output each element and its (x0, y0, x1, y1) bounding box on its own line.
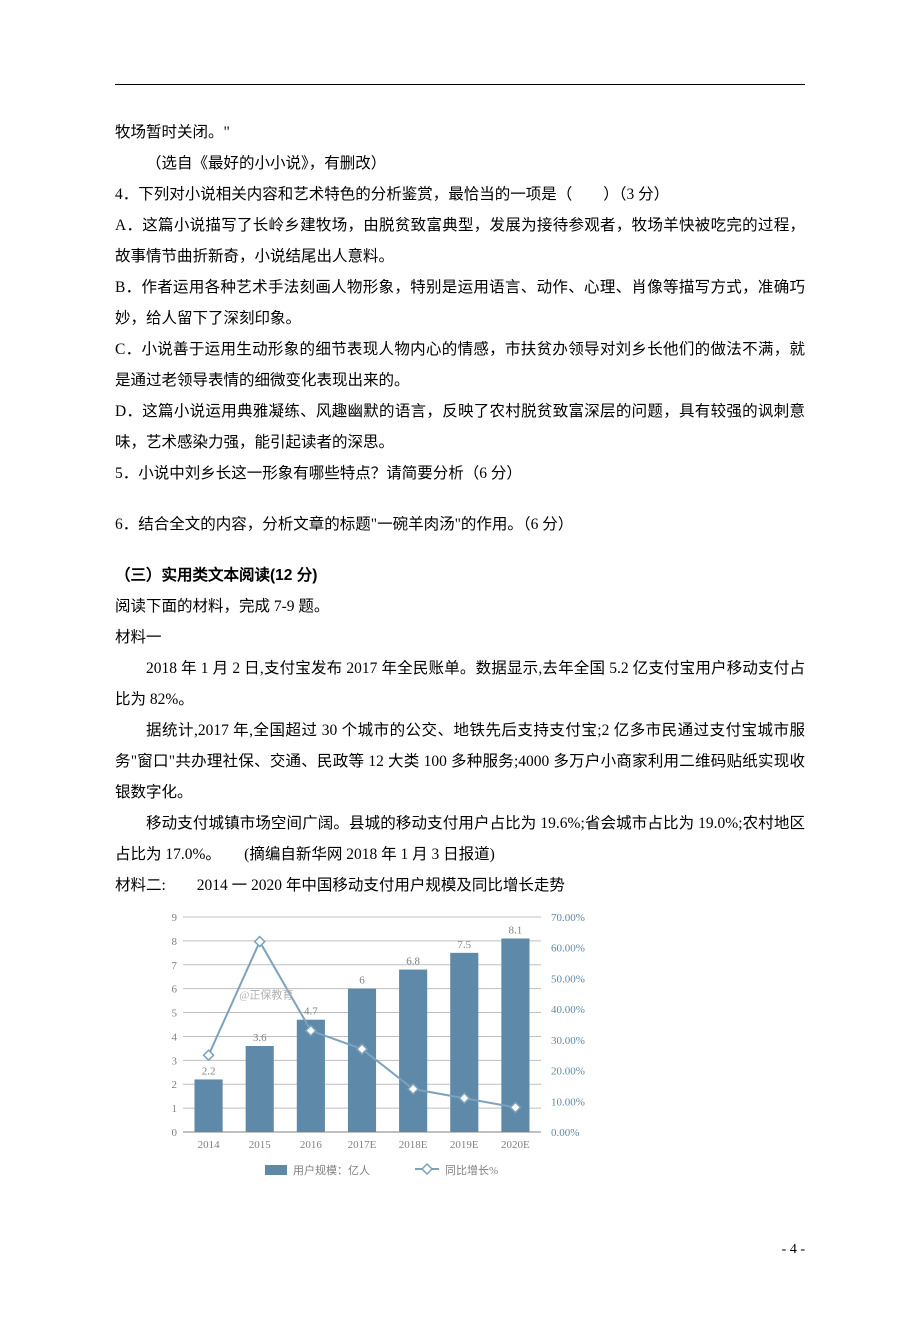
question-6: 6．结合全文的内容，分析文章的标题"一碗羊肉汤"的作用。（6 分） (115, 509, 805, 540)
svg-text:同比增长%: 同比增长% (445, 1163, 498, 1177)
svg-text:8: 8 (172, 936, 178, 948)
svg-text:0: 0 (172, 1127, 178, 1139)
question-4-option-b: B．作者运用各种艺术手法刻画人物形象，特别是运用语言、动作、心理、肖像等描写方式… (115, 272, 805, 334)
svg-text:4.7: 4.7 (304, 1006, 318, 1018)
svg-text:1: 1 (172, 1103, 178, 1115)
svg-text:2017E: 2017E (348, 1139, 377, 1151)
story-tail-line1: 牧场暂时关闭。" (115, 117, 805, 148)
svg-text:3.6: 3.6 (253, 1032, 267, 1044)
svg-text:7: 7 (172, 960, 178, 972)
material-1-para-2: 据统计,2017 年,全国超过 30 个城市的公交、地铁先后支持支付宝;2 亿多… (115, 715, 805, 808)
question-4-option-a: A．这篇小说描写了长岭乡建牧场，由脱贫致富典型，发展为接待参观者，牧场羊快被吃完… (115, 210, 805, 272)
svg-text:2020E: 2020E (501, 1139, 530, 1151)
svg-text:6: 6 (172, 984, 178, 996)
svg-text:2016: 2016 (300, 1139, 323, 1151)
svg-text:60.00%: 60.00% (551, 943, 585, 955)
svg-text:30.00%: 30.00% (551, 1035, 585, 1047)
material-1-para-3: 移动支付城镇市场空间广阔。县城的移动支付用户占比为 19.6%;省会城市占比为 … (115, 808, 805, 870)
svg-text:7.5: 7.5 (457, 939, 471, 951)
svg-text:9: 9 (172, 912, 178, 924)
svg-text:20.00%: 20.00% (551, 1066, 585, 1078)
material-2-label: 材料二: 2014 一 2020 年中国移动支付用户规模及同比增长走势 (115, 870, 805, 901)
chart-container: 0 1 2 3 4 5 6 7 8 9 0.00% 10.00% 20.00% 30.00% 40.00% 5… (145, 907, 605, 1192)
svg-text:2019E: 2019E (450, 1139, 479, 1151)
svg-text:6: 6 (359, 975, 365, 987)
svg-text:70.00%: 70.00% (551, 912, 585, 924)
svg-text:0.00%: 0.00% (551, 1127, 579, 1139)
svg-text:50.00%: 50.00% (551, 973, 585, 985)
section-3-heading: （三）实用类文本阅读(12 分) (115, 560, 805, 591)
svg-text:2015: 2015 (249, 1139, 272, 1151)
svg-text:2.2: 2.2 (202, 1065, 216, 1077)
svg-text:5: 5 (172, 1008, 178, 1020)
svg-text:40.00%: 40.00% (551, 1004, 585, 1016)
svg-text:2018E: 2018E (399, 1139, 428, 1151)
question-5: 5．小说中刘乡长这一形象有哪些特点？请简要分析（6 分） (115, 458, 805, 489)
material-1-para-1: 2018 年 1 月 2 日,支付宝发布 2017 年全民账单。数据显示,去年全… (115, 653, 805, 715)
svg-text:6.8: 6.8 (406, 956, 420, 968)
page-number: - 4 - (115, 1242, 805, 1258)
material-1-label: 材料一 (115, 622, 805, 653)
svg-text:@正保教育: @正保教育 (239, 988, 293, 1002)
svg-text:用户规模：亿人: 用户规模：亿人 (293, 1163, 370, 1177)
svg-text:8.1: 8.1 (509, 925, 523, 937)
section-3-instruction: 阅读下面的材料，完成 7-9 题。 (115, 591, 805, 622)
svg-text:2014: 2014 (198, 1139, 221, 1151)
question-4-option-c: C．小说善于运用生动形象的细节表现人物内心的情感，市扶贫办领导对刘乡长他们的做法… (115, 334, 805, 396)
svg-text:10.00%: 10.00% (551, 1096, 585, 1108)
horizontal-rule (115, 84, 805, 85)
document-page: 牧场暂时关闭。" （选自《最好的小小说》，有删改） 4．下列对小说相关内容和艺术… (0, 0, 920, 1318)
question-4-stem: 4．下列对小说相关内容和艺术特色的分析鉴赏，最恰当的一项是（ ）（3 分） (115, 179, 805, 210)
svg-text:2: 2 (172, 1079, 178, 1091)
chart: 0 1 2 3 4 5 6 7 8 9 0.00% 10.00% 20.00% 30.00% 40.00% 5… (145, 907, 605, 1192)
question-4-option-d: D．这篇小说运用典雅凝练、风趣幽默的语言，反映了农村脱贫致富深层的问题，具有较强… (115, 396, 805, 458)
story-tail-line2: （选自《最好的小小说》，有删改） (115, 148, 805, 179)
svg-text:3: 3 (172, 1055, 178, 1067)
svg-text:4: 4 (172, 1031, 178, 1043)
